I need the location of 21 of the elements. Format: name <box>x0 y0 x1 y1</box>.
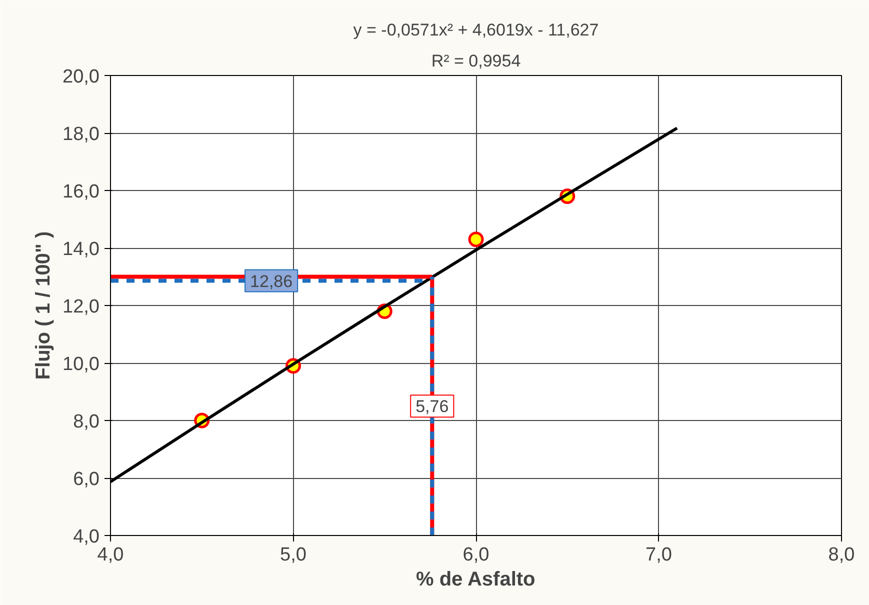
y-tick-label: 20,0 <box>62 66 100 88</box>
x-tick-label: 8,0 <box>828 544 855 566</box>
point <box>468 232 484 248</box>
x-tick-label: 6,0 <box>462 544 490 566</box>
ref-line-label: 12,86 <box>250 272 293 291</box>
x-tick-label: 4,0 <box>97 544 124 566</box>
y-tick-label: 18,0 <box>62 124 100 145</box>
y-tick-label: 4,0 <box>73 526 100 548</box>
y-tick-label: 10,0 <box>62 354 100 375</box>
y-tick-label: 14,0 <box>62 239 100 260</box>
x-axis-title: % de Asfalto <box>416 568 536 590</box>
text: R² = 0,9954 <box>431 52 521 70</box>
y-tick-label: 6,0 <box>73 469 100 490</box>
x-tick-label: 5,0 <box>280 544 306 566</box>
x-tick-label: 7,0 <box>646 544 672 566</box>
text: y = -0,0571x² + 4,6019x - 11,627 <box>353 20 599 40</box>
ref-line-label: 5,76 <box>416 397 449 416</box>
y-tick-label: 16,0 <box>62 182 100 202</box>
y-tick-label: 8,0 <box>73 412 100 432</box>
y-tick-label: 12,0 <box>62 296 100 318</box>
y-axis-title: Flujo ( 1 / 100" ) <box>32 231 55 380</box>
